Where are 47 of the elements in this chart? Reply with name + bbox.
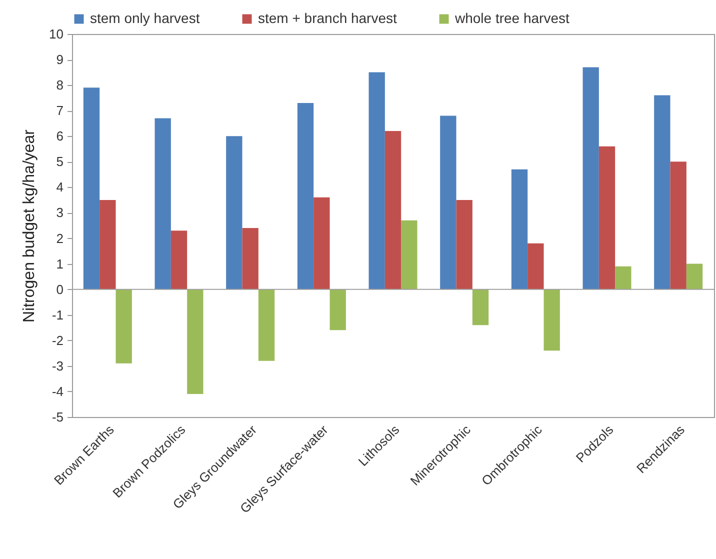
y-tick-label: 5 <box>56 154 64 170</box>
y-tick-label: -1 <box>52 307 64 322</box>
y-tick-label: -5 <box>52 410 64 424</box>
bar <box>544 289 560 351</box>
legend-label: whole tree harvest <box>454 10 570 26</box>
bar <box>297 102 314 290</box>
bar <box>330 289 346 330</box>
y-tick-label: 10 <box>49 26 64 42</box>
y-tick-label: 4 <box>56 180 64 195</box>
y-tick-label: 9 <box>56 52 64 68</box>
bar <box>187 289 204 394</box>
bar <box>154 118 171 290</box>
legend-label: stem only harvest <box>90 10 200 26</box>
y-tick-label: -4 <box>52 384 64 399</box>
y-tick-label: 7 <box>56 103 64 118</box>
bar <box>598 146 616 290</box>
y-tick-label: 8 <box>56 78 64 93</box>
bar <box>528 243 544 290</box>
bar <box>654 95 670 290</box>
legend-label: stem + branch harvest <box>258 10 398 26</box>
bar <box>582 67 599 290</box>
y-tick-label: -2 <box>52 332 64 348</box>
bar <box>226 136 242 290</box>
y-tick-label: 0 <box>56 282 64 297</box>
bar <box>511 169 528 290</box>
bar <box>456 200 472 290</box>
bar <box>170 230 188 290</box>
bar <box>615 266 632 290</box>
bar <box>83 88 100 290</box>
bar <box>401 220 418 290</box>
y-tick-label: 2 <box>56 230 64 246</box>
bar <box>100 200 116 290</box>
bar <box>384 131 402 290</box>
bar <box>242 228 258 290</box>
y-tick-label: -3 <box>52 358 64 374</box>
y-tick-label: 3 <box>56 205 64 220</box>
bar <box>368 72 385 290</box>
y-tick-label: 1 <box>56 256 64 272</box>
y-tick-label: 6 <box>56 128 64 144</box>
bar <box>258 289 275 361</box>
bar <box>472 289 489 326</box>
bar <box>116 289 132 364</box>
bar <box>314 197 330 290</box>
bar <box>670 162 686 290</box>
bar <box>440 116 456 290</box>
y-axis-title: Nitrogen budget kg/ha/year <box>21 128 38 323</box>
bar <box>686 264 703 290</box>
